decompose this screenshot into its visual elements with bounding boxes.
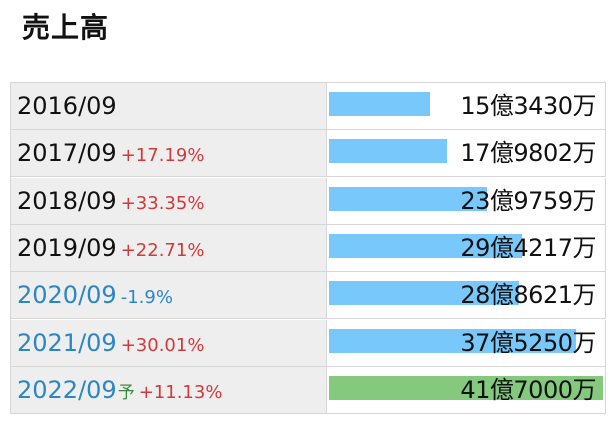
value-cell: 28億8621万 [327, 272, 606, 318]
period-cell: 2018/09 +33.35% [11, 178, 327, 224]
period-text: 2016/09 [17, 92, 117, 120]
value-cell: 37億5250万 [327, 320, 606, 366]
table-row: 2018/09 +33.35% 23億9759万 [11, 178, 606, 225]
value-label: 17億9802万 [460, 139, 596, 167]
bar-mark [329, 92, 430, 116]
table-row: 2019/09 +22.71% 29億4217万 [11, 225, 606, 272]
bar-mark [329, 329, 576, 353]
period-cell: 2020/09 -1.9% [11, 272, 327, 318]
period-cell: 2022/09予 +11.13% [11, 367, 327, 413]
growth-rate: +22.71% [120, 240, 205, 261]
growth-rate: +33.35% [120, 193, 205, 214]
growth-rate: +11.13% [138, 382, 223, 403]
period-cell: 2016/09 [11, 83, 327, 129]
value-label: 15億3430万 [460, 92, 596, 120]
period-label: 2021/09 +30.01% [17, 320, 204, 369]
period-label: 2022/09予 +11.13% [17, 367, 222, 417]
value-cell: 23億9759万 [327, 178, 606, 224]
period-text: 2021/09 [17, 329, 117, 357]
table-row: 2017/09 +17.19% 17億9802万 [11, 130, 606, 177]
value-cell: 15億3430万 [327, 83, 606, 129]
growth-rate: +17.19% [120, 145, 205, 166]
value-cell: 41億7000万 [327, 367, 606, 413]
value-cell: 17億9802万 [327, 130, 606, 176]
table-row: 2016/09 15億3430万 [11, 83, 606, 130]
bar-mark [329, 139, 447, 163]
table-row: 2020/09 -1.9% 28億8621万 [11, 272, 606, 319]
period-label: 2018/09 +33.35% [17, 178, 204, 227]
value-label: 29億4217万 [460, 234, 596, 262]
period-text: 2017/09 [17, 139, 117, 167]
period-cell: 2017/09 +17.19% [11, 130, 327, 176]
page-title: 売上高 [22, 11, 110, 44]
period-text: 2018/09 [17, 187, 117, 215]
sales-table: 2016/09 15億3430万 2017/09 +17.19% 17億9802万 201… [10, 82, 606, 414]
period-label: 2020/09 -1.9% [17, 272, 173, 321]
bar-mark [329, 187, 487, 211]
table-row: 2021/09 +30.01% 37億5250万 [11, 320, 606, 367]
period-label: 2016/09 [17, 83, 117, 130]
period-cell: 2021/09 +30.01% [11, 320, 327, 366]
period-cell: 2019/09 +22.71% [11, 225, 327, 271]
growth-rate: +30.01% [120, 335, 205, 356]
value-label: 28億8621万 [460, 281, 596, 309]
table-row: 2022/09予 +11.13% 41億7000万 [11, 367, 606, 414]
forecast-marker: 予 [117, 383, 135, 403]
bar-mark [329, 234, 522, 258]
period-label: 2019/09 +22.71% [17, 225, 204, 274]
bar-mark [329, 281, 519, 305]
value-label: 23億9759万 [460, 187, 596, 215]
value-label: 37億5250万 [460, 329, 596, 357]
value-cell: 29億4217万 [327, 225, 606, 271]
period-text: 2022/09 [17, 376, 117, 404]
growth-rate: -1.9% [120, 287, 173, 308]
period-label: 2017/09 +17.19% [17, 130, 204, 179]
period-text: 2019/09 [17, 234, 117, 262]
period-text: 2020/09 [17, 281, 117, 309]
bar-mark [329, 376, 603, 400]
value-label: 41億7000万 [460, 376, 596, 404]
